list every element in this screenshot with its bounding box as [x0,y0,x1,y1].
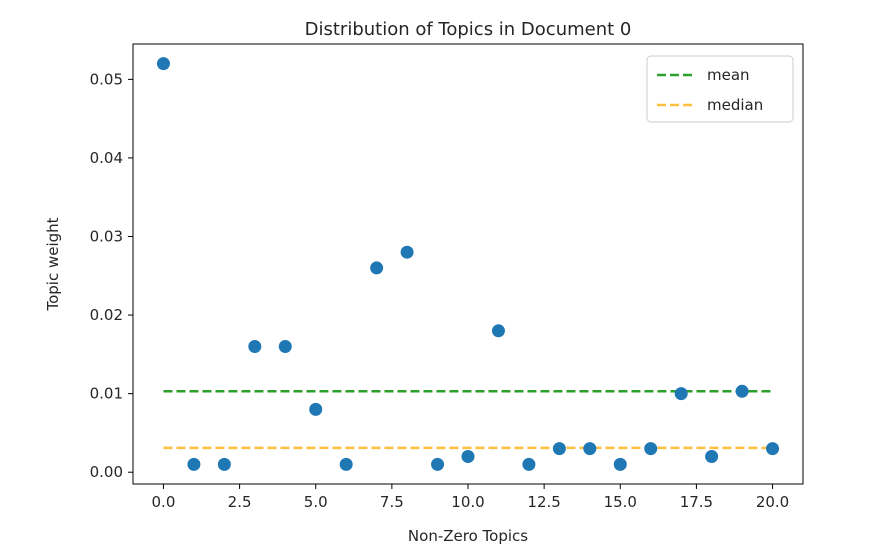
y-tick-label: 0.01 [90,385,123,403]
data-point [309,402,323,416]
data-point [400,245,414,259]
x-tick-label: 2.5 [228,493,252,511]
data-point [217,457,231,471]
y-axis: 0.00 0.01 0.02 0.03 0.04 0.05 [90,70,133,481]
chart-title: Distribution of Topics in Document 0 [305,19,632,40]
data-point [583,442,597,456]
data-point [431,457,445,471]
data-point [674,387,688,401]
x-tick-label: 0.0 [152,493,176,511]
data-point [339,457,353,471]
data-point [370,261,384,275]
data-point [705,450,719,463]
x-axis-label: Non-Zero Topics [408,527,528,545]
legend: mean median [646,55,794,123]
data-point [766,442,780,456]
data-point [491,324,505,338]
x-tick-label: 5.0 [304,493,328,511]
x-tick-label: 12.5 [527,493,560,511]
data-point [613,457,627,471]
y-tick-label: 0.05 [90,70,123,88]
data-point [522,457,536,471]
data-point [644,442,658,456]
data-point [156,57,170,71]
data-point [248,340,262,353]
data-point [187,457,201,471]
data-point [278,340,292,353]
x-axis: 0.0 2.5 5.0 7.5 10.0 12.5 15.0 17.5 20.0 [152,484,789,511]
x-tick-label: 17.5 [680,493,713,511]
x-tick-label: 15.0 [604,493,637,511]
plot-area [156,57,780,471]
y-tick-label: 0.00 [90,463,123,481]
y-tick-label: 0.02 [90,306,123,324]
x-tick-label: 20.0 [756,493,789,511]
y-tick-label: 0.03 [90,228,123,246]
y-tick-label: 0.04 [90,149,123,167]
data-point [735,384,749,398]
legend-label-median: median [707,96,763,114]
data-point [461,450,475,463]
legend-label-mean: mean [707,66,750,84]
x-tick-label: 10.0 [451,493,484,511]
y-axis-label: Topic weight [44,217,62,311]
x-tick-label: 7.5 [380,493,404,511]
data-point [552,442,566,456]
